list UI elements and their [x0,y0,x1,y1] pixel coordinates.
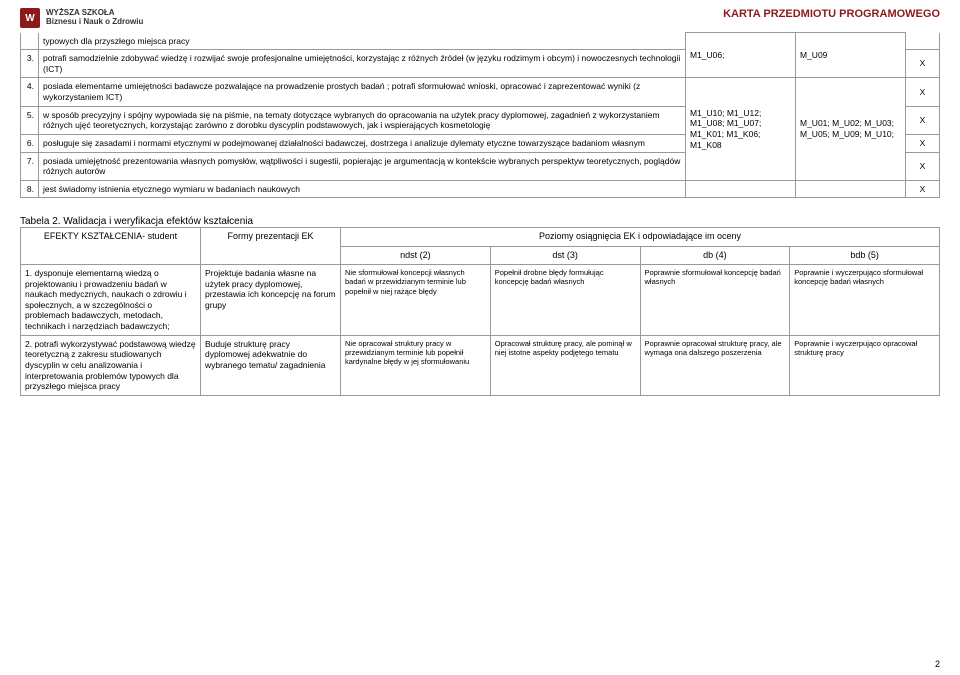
cell-dst: Opracował strukturę pracy, ale pominął w… [490,335,640,395]
cell-form: Projektuje badania własne na użytek prac… [201,264,341,335]
row-num: 1. [25,268,32,278]
cell-db: Poprawnie sformułował koncepcję badań wł… [640,264,790,335]
cell-code2 [796,180,906,198]
table-row: 1. dysponuje elementarną wiedzą o projek… [21,264,940,335]
cell-bdb: Poprawnie i wyczerpująco sformułował kon… [790,264,940,335]
cell-x: X [906,106,940,134]
row-ef-text: dysponuje elementarną wiedzą o projektow… [25,268,187,331]
cell-dst: Popełnił drobne błędy formułując koncepc… [490,264,640,335]
table-row: typowych dla przyszłego miejsca pracy M1… [21,33,940,50]
cell-ef: 1. dysponuje elementarną wiedzą o projek… [21,264,201,335]
cell-code2-merged: M_U01; M_U02; M_U03; M_U05; M_U09; M_U10… [796,78,906,180]
school-name: WYŻSZA SZKOŁA Biznesu i Nauk o Zdrowiu [46,9,143,27]
cell-form: Buduje strukturę pracy dyplomowej adekwa… [201,335,341,395]
cell-x: X [906,180,940,198]
header-db: db (4) [640,246,790,264]
table-row: 4. posiada elementarne umiejętności bada… [21,78,940,106]
cell-code1: M1_U06; [686,33,796,78]
cell-x [906,33,940,50]
page-title: KARTA PRZEDMIOTU PROGRAMOWEGO [723,8,940,20]
table-header-row: EFEKTY KSZTAŁCENIA- student Formy prezen… [21,228,940,246]
table-outcomes: typowych dla przyszłego miejsca pracy M1… [20,32,940,198]
table-row: 2. potrafi wykorzystywać podstawową wied… [21,335,940,395]
table2-caption: Tabela 2. Walidacja i weryfikacja efektó… [20,216,940,227]
table-validation: EFEKTY KSZTAŁCENIA- student Formy prezen… [20,227,940,395]
cell-ndst: Nie sformułował koncepcji własnych badań… [341,264,491,335]
cell-text: typowych dla przyszłego miejsca pracy [39,33,686,50]
cell-code1-merged: M1_U10; M1_U12; M1_U08; M1_U07; M1_K01; … [686,78,796,180]
cell-num: 5. [21,106,39,134]
cell-text: posiada umiejętność prezentowania własny… [39,152,686,180]
cell-num: 4. [21,78,39,106]
cell-db: Poprawnie opracował strukturę pracy, ale… [640,335,790,395]
cell-text: posiada elementarne umiejętności badawcz… [39,78,686,106]
cell-bdb: Poprawnie i wyczerpująco opracował struk… [790,335,940,395]
row-num: 2. [25,339,32,349]
cell-text: w sposób precyzyjny i spójny wypowiada s… [39,106,686,134]
page-number: 2 [935,659,940,669]
cell-num [21,33,39,50]
cell-ndst: Nie opracował struktury pracy w przewidz… [341,335,491,395]
cell-x: X [906,134,940,152]
page-body: typowych dla przyszłego miejsca pracy M1… [0,32,960,406]
cell-text: potrafi samodzielnie zdobywać wiedzę i r… [39,50,686,78]
header-dst: dst (3) [490,246,640,264]
cell-text: posługuje się zasadami i normami etyczny… [39,134,686,152]
cell-text: jest świadomy istnienia etycznego wymiar… [39,180,686,198]
cell-num: 6. [21,134,39,152]
logo-icon: W [20,8,40,28]
row-ef-text: potrafi wykorzystywać podstawową wiedzę … [25,339,196,392]
cell-code1 [686,180,796,198]
cell-x: X [906,78,940,106]
cell-num: 8. [21,180,39,198]
header-ef: EFEKTY KSZTAŁCENIA- student [21,228,201,265]
header-bdb: bdb (5) [790,246,940,264]
header-levels: Poziomy osiągnięcia EK i odpowiadające i… [341,228,940,246]
cell-num: 3. [21,50,39,78]
school-line2: Biznesu i Nauk o Zdrowiu [46,18,143,27]
cell-x: X [906,152,940,180]
header-form: Formy prezentacji EK [201,228,341,265]
cell-x: X [906,50,940,78]
header-ndst: ndst (2) [341,246,491,264]
cell-code2: M_U09 [796,33,906,78]
cell-num: 7. [21,152,39,180]
logo-block: W WYŻSZA SZKOŁA Biznesu i Nauk o Zdrowiu [20,8,143,28]
cell-ef: 2. potrafi wykorzystywać podstawową wied… [21,335,201,395]
page-header: W WYŻSZA SZKOŁA Biznesu i Nauk o Zdrowiu… [0,0,960,32]
table-row: 8. jest świadomy istnienia etycznego wym… [21,180,940,198]
